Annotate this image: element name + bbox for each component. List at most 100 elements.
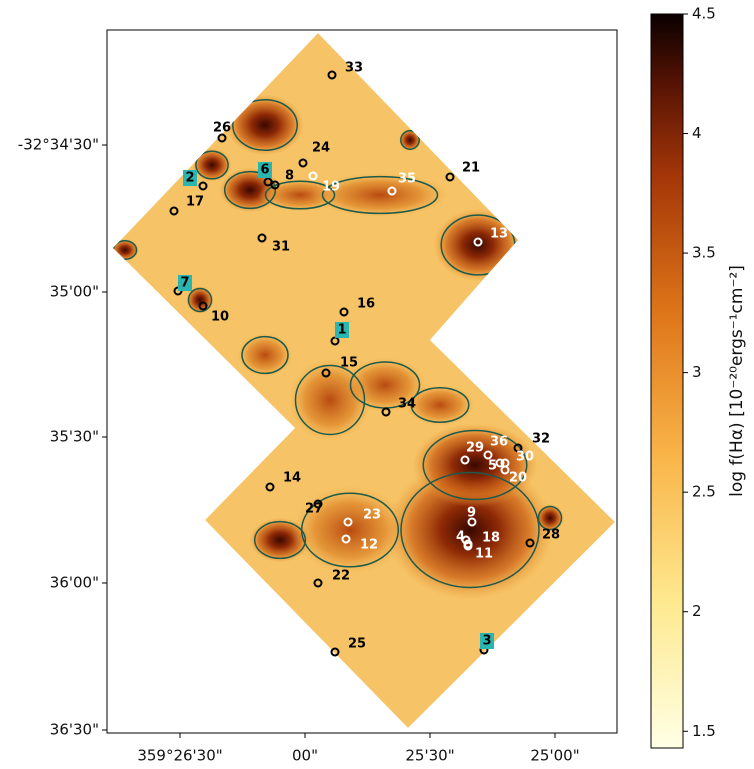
x-tick-label: 25'00" bbox=[530, 747, 579, 765]
source-label: 10 bbox=[211, 310, 229, 325]
x-tick-label: 00" bbox=[292, 747, 318, 765]
emission-blob bbox=[398, 128, 422, 152]
contour bbox=[294, 364, 366, 436]
source-label-box bbox=[178, 275, 192, 291]
source-marker bbox=[169, 206, 179, 216]
contour bbox=[195, 150, 229, 180]
y-tick-label: 35'30" bbox=[50, 428, 99, 446]
source-marker bbox=[298, 158, 308, 168]
source-marker bbox=[327, 70, 337, 80]
source-label: 9 bbox=[467, 506, 476, 521]
source-label: 32 bbox=[532, 432, 550, 447]
contour bbox=[537, 505, 563, 531]
source-label-box bbox=[258, 162, 272, 178]
contour bbox=[400, 130, 420, 150]
source-label: 3 bbox=[482, 634, 491, 649]
source-label: 11 bbox=[475, 547, 493, 562]
source-marker bbox=[321, 368, 331, 378]
source-label: 18 bbox=[482, 531, 500, 546]
source-label: 5 bbox=[488, 459, 497, 474]
source-label: 2 bbox=[185, 171, 194, 186]
source-label: 25 bbox=[348, 637, 366, 652]
y-tick-label: -32°34'30" bbox=[18, 136, 99, 154]
colorbar-tick-label: 3.5 bbox=[692, 244, 716, 262]
source-label: 35 bbox=[398, 172, 416, 187]
contour bbox=[187, 287, 213, 313]
contour bbox=[223, 170, 277, 210]
source-marker bbox=[387, 186, 397, 196]
source-label-box bbox=[335, 322, 349, 338]
colorbar-tick-label: 2.5 bbox=[692, 483, 716, 501]
source-label: 24 bbox=[312, 141, 330, 156]
colorbar-tick-label: 4.5 bbox=[692, 5, 716, 23]
source-label: 15 bbox=[340, 356, 358, 371]
colorbar-tick-label: 3 bbox=[692, 363, 702, 381]
source-label: 4 bbox=[456, 530, 465, 545]
contour bbox=[253, 520, 307, 560]
source-label: 29 bbox=[466, 441, 484, 456]
contour bbox=[264, 180, 336, 210]
source-marker bbox=[381, 407, 391, 417]
contour bbox=[410, 387, 470, 423]
source-marker bbox=[495, 458, 505, 468]
colorbar-tick-label: 1.5 bbox=[692, 722, 716, 740]
source-label: 1 bbox=[337, 323, 346, 338]
source-marker bbox=[263, 177, 273, 187]
y-tick-label: 35'00" bbox=[50, 283, 99, 301]
colorbar-label: log f(Hα) [10⁻²⁰ergs⁻¹cm⁻²] bbox=[727, 265, 747, 497]
x-tick-label: 25'30" bbox=[405, 747, 454, 765]
source-marker bbox=[343, 517, 353, 527]
source-label-box bbox=[480, 633, 494, 649]
x-tick-label: 359°26'30" bbox=[137, 747, 222, 765]
source-marker bbox=[308, 171, 318, 181]
contour bbox=[422, 429, 528, 501]
source-marker bbox=[313, 578, 323, 588]
contour bbox=[241, 335, 289, 375]
source-label: 31 bbox=[272, 240, 290, 255]
emission-blob bbox=[412, 423, 538, 507]
source-label: 26 bbox=[213, 121, 231, 136]
emission-blob bbox=[405, 384, 475, 426]
contour bbox=[321, 175, 439, 215]
source-marker bbox=[341, 534, 351, 544]
source-marker bbox=[257, 233, 267, 243]
source-label: 33 bbox=[345, 61, 363, 76]
source-marker bbox=[330, 647, 340, 657]
source-label: 19 bbox=[322, 180, 340, 195]
source-marker bbox=[483, 450, 493, 460]
emission-blob bbox=[192, 148, 232, 182]
source-label: 36 bbox=[490, 435, 508, 450]
contour bbox=[232, 98, 298, 152]
y-tick-label: 36'30" bbox=[50, 721, 99, 739]
emission-blob bbox=[237, 332, 293, 378]
source-marker bbox=[270, 180, 280, 190]
source-marker bbox=[198, 301, 208, 311]
source-marker bbox=[500, 465, 510, 475]
source-label: 27 bbox=[305, 502, 323, 517]
source-label: 21 bbox=[462, 161, 480, 176]
source-marker bbox=[339, 307, 349, 317]
source-marker bbox=[265, 482, 275, 492]
y-tick-label: 36'00" bbox=[50, 574, 99, 592]
contour bbox=[400, 471, 540, 589]
source-marker bbox=[473, 237, 483, 247]
source-label: 30 bbox=[516, 450, 534, 465]
source-marker bbox=[217, 133, 227, 143]
emission-blob bbox=[536, 504, 564, 532]
source-label: 23 bbox=[363, 508, 381, 523]
source-label: 12 bbox=[360, 538, 378, 553]
source-label-box bbox=[183, 170, 197, 186]
colorbar bbox=[650, 13, 684, 749]
emission-blob bbox=[310, 172, 450, 218]
source-label: 7 bbox=[180, 276, 189, 291]
source-marker bbox=[460, 455, 470, 465]
source-label: 8 bbox=[285, 169, 294, 184]
source-label: 34 bbox=[398, 397, 416, 412]
contours bbox=[113, 98, 563, 589]
source-label: 28 bbox=[542, 528, 560, 543]
source-marker bbox=[467, 517, 477, 527]
source-marker bbox=[463, 541, 473, 551]
source-marker bbox=[525, 538, 535, 548]
